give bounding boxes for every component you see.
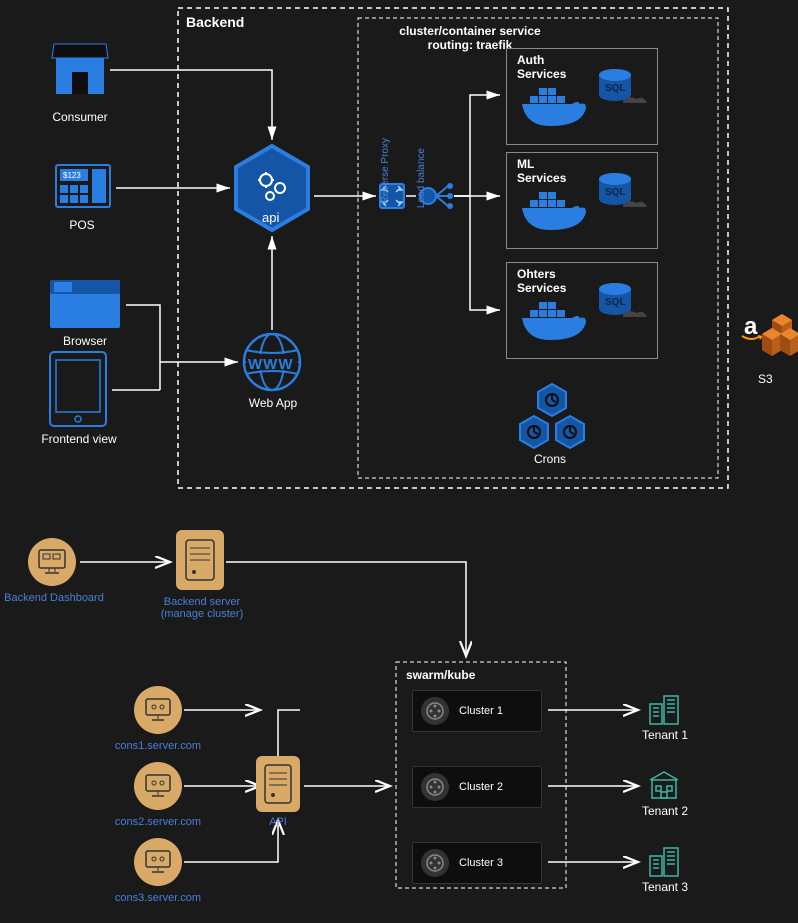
cluster-2-label: Cluster 2 bbox=[459, 781, 503, 793]
svg-text:a: a bbox=[744, 313, 758, 340]
swarm-label: swarm/kube bbox=[406, 668, 475, 682]
auth-service-box: Auth Services SQL bbox=[506, 48, 658, 145]
tenant-3-label: Tenant 3 bbox=[640, 880, 690, 894]
backend-server-label: Backend server (manage cluster) bbox=[152, 596, 252, 620]
cons2-icon bbox=[134, 762, 182, 810]
api-label: api bbox=[262, 210, 279, 225]
auth-title: Auth Services bbox=[517, 53, 566, 81]
cluster-1: Cluster 1 bbox=[412, 690, 542, 732]
sql-icon: SQL bbox=[597, 67, 647, 122]
webapp-label: Web App bbox=[248, 396, 298, 410]
cons3-icon bbox=[134, 838, 182, 886]
crons-label: Crons bbox=[534, 452, 566, 466]
svg-text:$123: $123 bbox=[63, 171, 81, 180]
cluster-2: Cluster 2 bbox=[412, 766, 542, 808]
tenant-2-label: Tenant 2 bbox=[640, 804, 690, 818]
frontend-label: Frontend view bbox=[34, 432, 124, 446]
svg-text:SQL: SQL bbox=[605, 83, 626, 94]
cluster-3-label: Cluster 3 bbox=[459, 857, 503, 869]
load-balance-label: Load balance bbox=[416, 148, 427, 208]
other-title: Ohters Services bbox=[517, 267, 566, 295]
cluster-3: Cluster 3 bbox=[412, 842, 542, 884]
cluster-1-label: Cluster 1 bbox=[459, 705, 503, 717]
ml-service-box: ML Services SQL bbox=[506, 152, 658, 249]
diagram-canvas: $123 bbox=[0, 0, 798, 923]
sql-icon: SQL bbox=[597, 281, 647, 336]
consumer-label: Consumer bbox=[50, 110, 110, 124]
backend-server-icon bbox=[176, 530, 224, 590]
docker-icon bbox=[522, 84, 592, 139]
docker-icon bbox=[522, 298, 592, 353]
sql-icon: SQL bbox=[597, 171, 647, 226]
reverse-proxy-label: Reverse Proxy bbox=[380, 138, 391, 204]
other-service-box: Ohters Services SQL bbox=[506, 262, 658, 359]
cons3-label: cons3.server.com bbox=[108, 892, 208, 904]
cluster-icon bbox=[421, 849, 449, 877]
backend-dashboard-icon bbox=[28, 538, 76, 586]
api-server-icon bbox=[256, 756, 300, 812]
cons1-label: cons1.server.com bbox=[108, 740, 208, 752]
docker-icon bbox=[522, 188, 592, 243]
cluster-title: cluster/container service bbox=[390, 24, 550, 38]
cons1-icon bbox=[134, 686, 182, 734]
api-server-label: API bbox=[264, 816, 292, 828]
svg-text:SQL: SQL bbox=[605, 187, 626, 198]
cluster-icon bbox=[421, 697, 449, 725]
www-text: WWW bbox=[248, 356, 293, 373]
pos-label: POS bbox=[62, 218, 102, 232]
s3-label: S3 bbox=[758, 372, 773, 386]
cluster-icon bbox=[421, 773, 449, 801]
backend-dashboard-label: Backend Dashboard bbox=[0, 592, 108, 604]
tenant-1-label: Tenant 1 bbox=[640, 728, 690, 742]
cons2-label: cons2.server.com bbox=[108, 816, 208, 828]
browser-label: Browser bbox=[58, 334, 112, 348]
backend-title: Backend bbox=[186, 14, 244, 30]
ml-title: ML Services bbox=[517, 157, 566, 185]
svg-text:SQL: SQL bbox=[605, 297, 626, 308]
